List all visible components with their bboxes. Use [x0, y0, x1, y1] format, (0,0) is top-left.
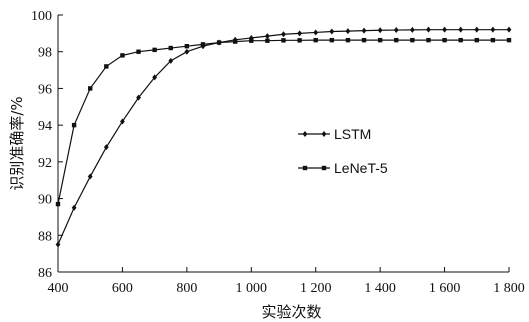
- data-point: [297, 38, 302, 43]
- legend-marker: [302, 165, 308, 171]
- y-axis-label: 识别准确率/%: [8, 96, 26, 190]
- data-point: [361, 27, 367, 34]
- data-point: [329, 37, 335, 43]
- data-point: [345, 37, 351, 43]
- data-point: [120, 53, 125, 58]
- data-point: [361, 37, 367, 43]
- data-point: [490, 37, 496, 43]
- data-point: [474, 37, 479, 43]
- data-point: [345, 28, 351, 35]
- x-tick-label: 1 200: [300, 281, 332, 296]
- data-point: [168, 57, 174, 64]
- data-point: [200, 42, 206, 47]
- legend-label: LeNeT-5: [334, 160, 388, 176]
- series-line: [57, 29, 509, 245]
- data-point: [393, 27, 399, 34]
- data-point: [313, 37, 318, 43]
- data-point: [410, 37, 415, 43]
- data-point: [377, 37, 383, 43]
- data-point: [120, 118, 125, 125]
- data-point: [232, 39, 238, 44]
- data-point: [184, 48, 190, 55]
- data-point: [281, 31, 286, 38]
- y-tick-label: 98: [38, 46, 52, 61]
- legend-marker: [321, 131, 327, 137]
- legend-marker: [321, 165, 327, 171]
- x-tick-label: 1 000: [236, 281, 268, 296]
- y-tick-label: 86: [38, 266, 52, 281]
- x-axis-label: 实验次数: [261, 303, 321, 321]
- legend: LSTM LeNeT-5: [298, 126, 388, 176]
- data-point: [264, 33, 270, 40]
- series-LSTM: [55, 26, 512, 248]
- data-point: [168, 45, 173, 51]
- data-point: [329, 28, 335, 35]
- data-point: [313, 29, 319, 36]
- x-tick-label: 1 600: [429, 281, 461, 296]
- x-tick-label: 400: [48, 281, 69, 296]
- data-point: [458, 26, 464, 33]
- data-point: [136, 49, 141, 54]
- data-point: [281, 38, 286, 43]
- data-point: [474, 26, 480, 33]
- data-point: [409, 26, 415, 33]
- y-tick-label: 90: [38, 193, 52, 208]
- legend-label: LSTM: [334, 126, 371, 142]
- data-point: [152, 47, 157, 53]
- y-tick-label: 96: [38, 82, 52, 97]
- data-point: [104, 64, 109, 69]
- data-point: [71, 122, 77, 128]
- data-point: [442, 37, 447, 43]
- data-point: [394, 37, 399, 43]
- x-tick-label: 600: [112, 281, 133, 296]
- data-point: [426, 37, 431, 43]
- data-point: [458, 37, 463, 43]
- legend-item: LeNeT-5: [298, 160, 388, 176]
- data-point: [506, 37, 512, 43]
- data-point: [377, 27, 383, 34]
- x-tick-label: 800: [176, 281, 197, 296]
- x-tick-label: 1 800: [493, 281, 525, 296]
- data-point: [87, 173, 93, 180]
- y-tick-label: 100: [31, 9, 52, 24]
- data-point: [297, 30, 303, 37]
- data-point: [490, 26, 496, 33]
- data-point: [265, 38, 270, 43]
- data-point: [506, 26, 512, 33]
- data-point: [71, 204, 77, 211]
- data-point: [136, 94, 141, 101]
- data-point: [426, 26, 431, 33]
- legend-item: LSTM: [298, 126, 371, 142]
- y-tick-label: 92: [38, 156, 52, 171]
- series-LeNeT-5: [55, 37, 512, 207]
- x-tick-label: 1 400: [364, 281, 396, 296]
- data-point: [103, 144, 109, 151]
- y-tick-label: 94: [38, 119, 52, 134]
- y-tick-label: 88: [38, 229, 52, 244]
- data-point: [152, 74, 158, 81]
- data-point: [184, 44, 190, 49]
- data-point: [249, 38, 254, 43]
- legend-marker: [302, 131, 308, 137]
- series-line: [57, 39, 509, 205]
- data-point: [88, 86, 93, 91]
- axes: 86 88 90 92 94 96 98 100 400 600 800 1 000 1 200 1 40…: [8, 9, 525, 321]
- data-point: [442, 26, 447, 33]
- data-point: [216, 40, 222, 45]
- plot-area: [55, 26, 512, 248]
